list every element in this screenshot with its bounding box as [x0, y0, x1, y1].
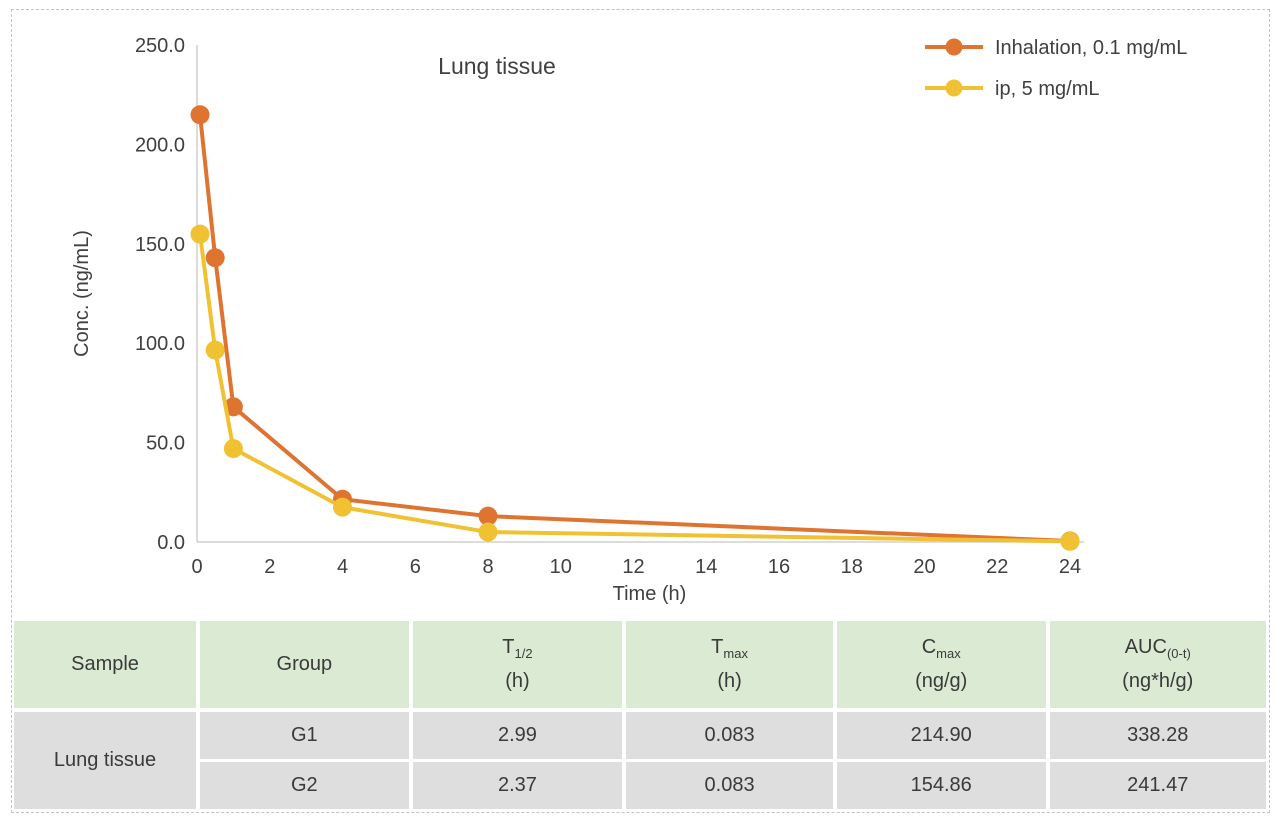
sample-cell: Lung tissue	[14, 712, 197, 809]
header-unit: (h)	[717, 670, 742, 692]
y-tick-label: 250.0	[135, 35, 185, 57]
y-tick-label: 200.0	[135, 134, 185, 156]
cell-auc-g2: 241.47	[1049, 762, 1266, 809]
data-point-marker	[205, 340, 225, 360]
header-cell-c-max: Cmax (ng/g)	[836, 621, 1046, 708]
header-cell-sample: Sample	[14, 621, 197, 708]
data-point-marker	[190, 105, 210, 125]
y-tick-label: 0.0	[157, 532, 185, 554]
x-tick-label: 2	[264, 556, 275, 578]
header-label: Sample	[71, 653, 139, 675]
x-tick-label: 0	[191, 556, 202, 578]
header-label: T1/2	[502, 636, 533, 661]
cell-t-half-g2: 2.37	[412, 762, 623, 809]
x-tick-label: 8	[482, 556, 493, 578]
table-header-row: Sample Group T1/2 (h) Tmax (h) Cmax (ng/…	[14, 621, 1266, 708]
legend-marker	[945, 79, 963, 97]
header-label: AUC(0-t)	[1124, 636, 1191, 661]
data-point-marker	[223, 439, 243, 459]
data-point-marker	[1060, 531, 1080, 551]
header-label: Tmax	[711, 636, 748, 661]
legend-label: ip, 5 mg/mL	[995, 78, 1099, 100]
cell-t-half-g1: 2.99	[412, 712, 623, 759]
cell-group-g1: G1	[200, 712, 409, 759]
x-tick-label: 6	[410, 556, 421, 578]
data-point-marker	[190, 224, 210, 244]
cell-group-g2: G2	[200, 762, 409, 809]
data-point-marker	[333, 497, 352, 517]
y-axis-title: Conc. (ng/mL)	[71, 230, 93, 357]
x-tick-label: 12	[622, 556, 644, 578]
pk-parameters-table: Sample Group T1/2 (h) Tmax (h) Cmax (ng/…	[14, 621, 1266, 809]
legend-marker	[945, 38, 963, 56]
data-point-marker	[223, 397, 243, 417]
data-point-marker	[205, 248, 225, 268]
y-tick-label: 50.0	[146, 433, 185, 455]
header-label: Group	[276, 653, 333, 675]
x-tick-label: 10	[550, 556, 572, 578]
y-tick-label: 100.0	[135, 333, 185, 355]
header-cell-group: Group	[200, 621, 409, 708]
line-chart-area: 0.0 50.0 100.0 150.0 200.0 250.0 0 2 4 6 8 10 12 14 16…	[71, 35, 1187, 605]
header-cell-t-half: T1/2 (h)	[412, 621, 623, 708]
header-unit: (ng*h/g)	[1122, 670, 1194, 692]
table-body: Lung tissue G1 2.99 0.083 214.90 338.28 …	[14, 712, 1266, 809]
header-cell-auc: AUC(0-t) (ng*h/g)	[1049, 621, 1266, 708]
x-tick-label: 16	[768, 556, 790, 578]
x-tick-label: 20	[913, 556, 935, 578]
x-tick-label: 4	[337, 556, 348, 578]
cell-t-max-g2: 0.083	[626, 762, 833, 809]
cell-t-max-g1: 0.083	[626, 712, 833, 759]
x-tick-label: 22	[986, 556, 1008, 578]
cell-c-max-g2: 154.86	[836, 762, 1046, 809]
header-unit: (ng/g)	[915, 670, 968, 692]
x-tick-label: 24	[1059, 556, 1081, 578]
series-line	[198, 114, 1071, 544]
x-tick-label: 14	[695, 556, 717, 578]
header-cell-t-max: Tmax (h)	[626, 621, 833, 708]
legend-label: Inhalation, 0.1 mg/mL	[995, 37, 1187, 59]
y-tick-label: 150.0	[135, 234, 185, 256]
series-line	[198, 233, 1071, 544]
x-tick-label: 18	[841, 556, 863, 578]
header-unit: (h)	[505, 670, 530, 692]
data-point-marker	[478, 522, 498, 542]
cell-auc-g1: 338.28	[1049, 712, 1266, 759]
cell-c-max-g1: 214.90	[836, 712, 1046, 759]
header-label: Cmax	[921, 636, 961, 661]
x-axis-title: Time (h)	[613, 583, 687, 605]
chart-title: Lung tissue	[438, 53, 556, 79]
data-point-marker	[478, 506, 498, 526]
